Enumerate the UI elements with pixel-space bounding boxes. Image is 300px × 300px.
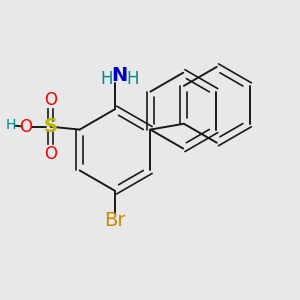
Text: O: O [44,145,57,163]
Text: N: N [111,66,128,85]
Text: Br: Br [104,211,126,230]
Text: S: S [44,117,58,136]
Text: O: O [44,91,57,109]
Text: H: H [6,118,16,132]
Text: H: H [100,70,112,88]
Text: O: O [19,118,32,136]
Text: H: H [127,70,139,88]
